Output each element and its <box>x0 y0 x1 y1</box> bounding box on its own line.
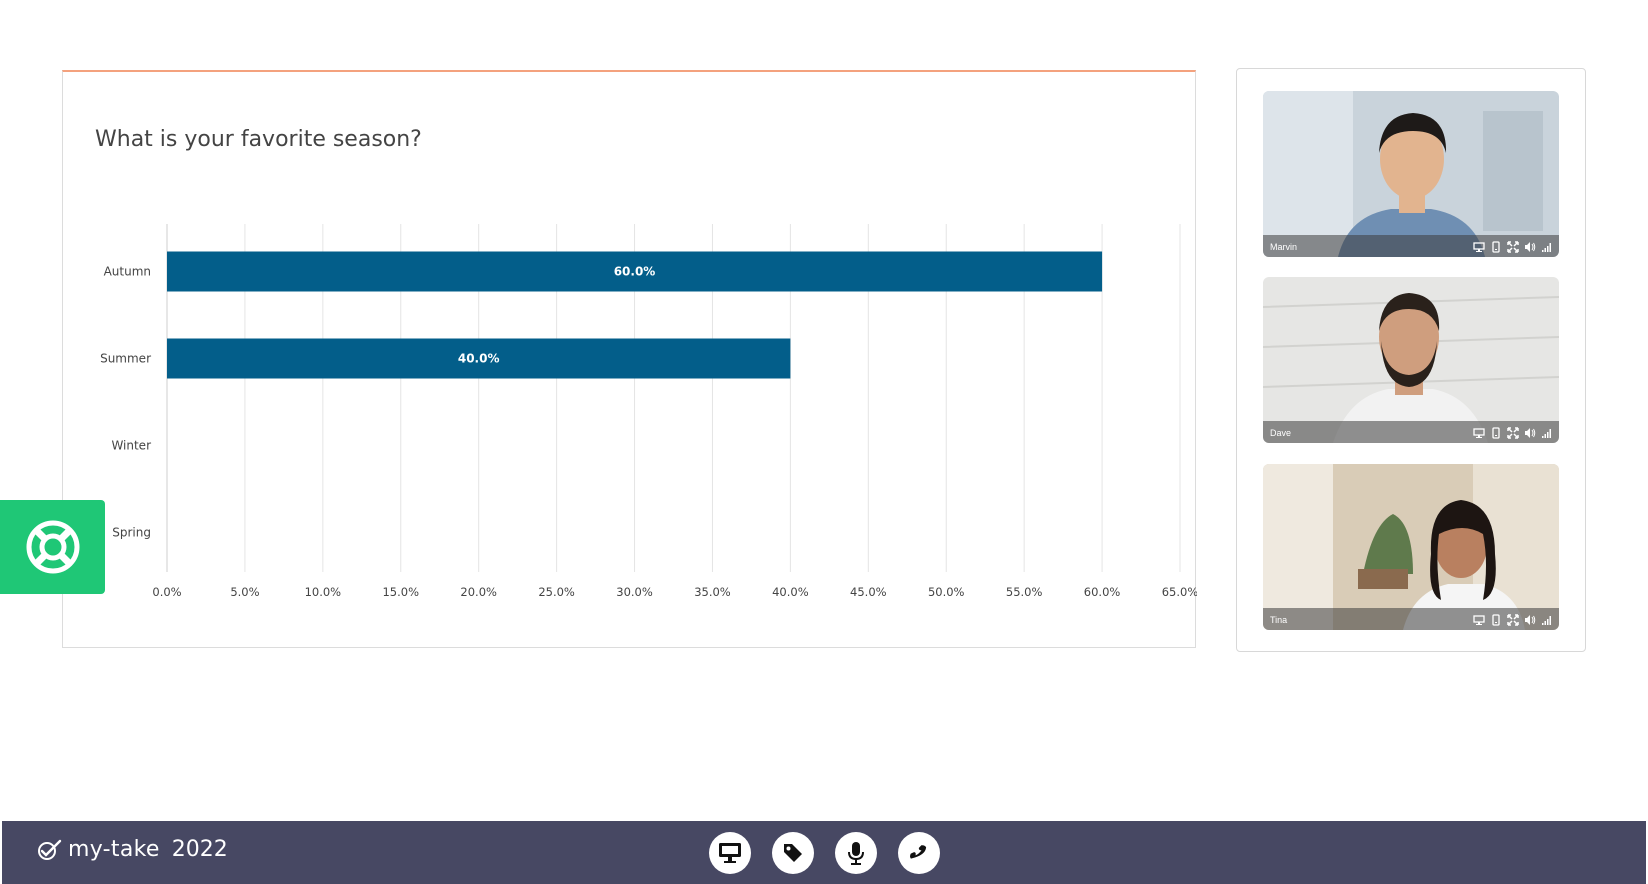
mobile-icon[interactable] <box>1490 241 1502 253</box>
volume-icon[interactable] <box>1524 241 1536 253</box>
participant-video-marvin[interactable]: Marvin <box>1263 91 1559 257</box>
x-tick-label: 15.0% <box>382 585 419 599</box>
help-button[interactable] <box>0 500 105 594</box>
tag-button[interactable] <box>772 832 814 874</box>
logo: my-take 2022 <box>36 837 228 862</box>
participant-video-dave[interactable]: Dave <box>1263 277 1559 443</box>
x-tick-label: 20.0% <box>460 585 497 599</box>
x-tick-label: 5.0% <box>230 585 259 599</box>
monitor-icon[interactable] <box>1473 614 1485 626</box>
participant-name: Marvin <box>1270 242 1298 252</box>
participant-video-tina[interactable]: Tina <box>1263 464 1559 630</box>
video-controls <box>1473 614 1553 626</box>
x-tick-label: 25.0% <box>538 585 575 599</box>
x-tick-label: 50.0% <box>928 585 965 599</box>
bar <box>167 251 1103 292</box>
signal-icon <box>1542 616 1551 625</box>
screen-share-button[interactable] <box>709 832 751 874</box>
video-controls <box>1473 241 1553 253</box>
mobile-icon[interactable] <box>1490 614 1502 626</box>
participant-video-feed <box>1263 277 1559 443</box>
lifebuoy-icon <box>26 520 79 574</box>
x-tick-label: 45.0% <box>850 585 887 599</box>
screen-share-icon <box>719 843 741 863</box>
x-tick-label: 10.0% <box>305 585 342 599</box>
monitor-icon[interactable] <box>1473 427 1485 439</box>
fullscreen-icon[interactable] <box>1507 427 1519 439</box>
bar-chart: 0.0% 5.0% 10.0% 15.0% 20.0% 25.0% 30.0% 35.0% 40… <box>100 224 1197 599</box>
video-status-bar <box>1263 421 1559 443</box>
participant-video-feed <box>1263 91 1559 257</box>
x-tick-label: 40.0% <box>772 585 809 599</box>
x-tick-label: 55.0% <box>1006 585 1043 599</box>
footer-bar: my-take 2022 <box>2 821 1646 884</box>
volume-icon[interactable] <box>1524 614 1536 626</box>
mobile-icon[interactable] <box>1490 427 1502 439</box>
video-status-bar <box>1263 608 1559 630</box>
video-status-bar <box>1263 235 1559 257</box>
hang-up-button[interactable] <box>898 832 940 874</box>
category-label: Autumn <box>104 265 151 279</box>
microphone-icon <box>848 842 864 865</box>
logo-icon <box>38 839 62 860</box>
x-tick-label: 30.0% <box>616 585 653 599</box>
phone-icon <box>910 845 927 859</box>
bar-value-label: 60.0% <box>614 265 656 279</box>
microphone-button[interactable] <box>835 832 877 874</box>
logo-text: my-take <box>68 837 160 862</box>
category-label: Summer <box>100 352 151 366</box>
participant-name: Tina <box>1270 615 1288 625</box>
fullscreen-icon[interactable] <box>1507 241 1519 253</box>
x-tick-label: 65.0% <box>1162 585 1197 599</box>
poll-card: What is your favorite season? 0.0% 5.0% 10… <box>62 70 1197 648</box>
signal-icon <box>1542 429 1551 438</box>
category-label: Spring <box>112 526 151 540</box>
participant-panel: Marvin Dave <box>1236 68 1586 652</box>
x-tick-label: 35.0% <box>694 585 731 599</box>
x-tick-label: 0.0% <box>152 585 181 599</box>
fullscreen-icon[interactable] <box>1507 614 1519 626</box>
tag-icon <box>784 844 802 862</box>
monitor-icon[interactable] <box>1473 241 1485 253</box>
poll-title: What is your favorite season? <box>95 127 422 152</box>
participant-video-feed <box>1263 464 1559 630</box>
bar <box>167 338 791 379</box>
bar-value-label: 40.0% <box>458 352 500 366</box>
x-tick-label: 60.0% <box>1084 585 1121 599</box>
video-controls <box>1473 427 1553 439</box>
participant-name: Dave <box>1270 428 1292 438</box>
logo-year: 2022 <box>171 837 228 862</box>
volume-icon[interactable] <box>1524 427 1536 439</box>
signal-icon <box>1542 243 1551 252</box>
category-label: Winter <box>111 439 151 453</box>
